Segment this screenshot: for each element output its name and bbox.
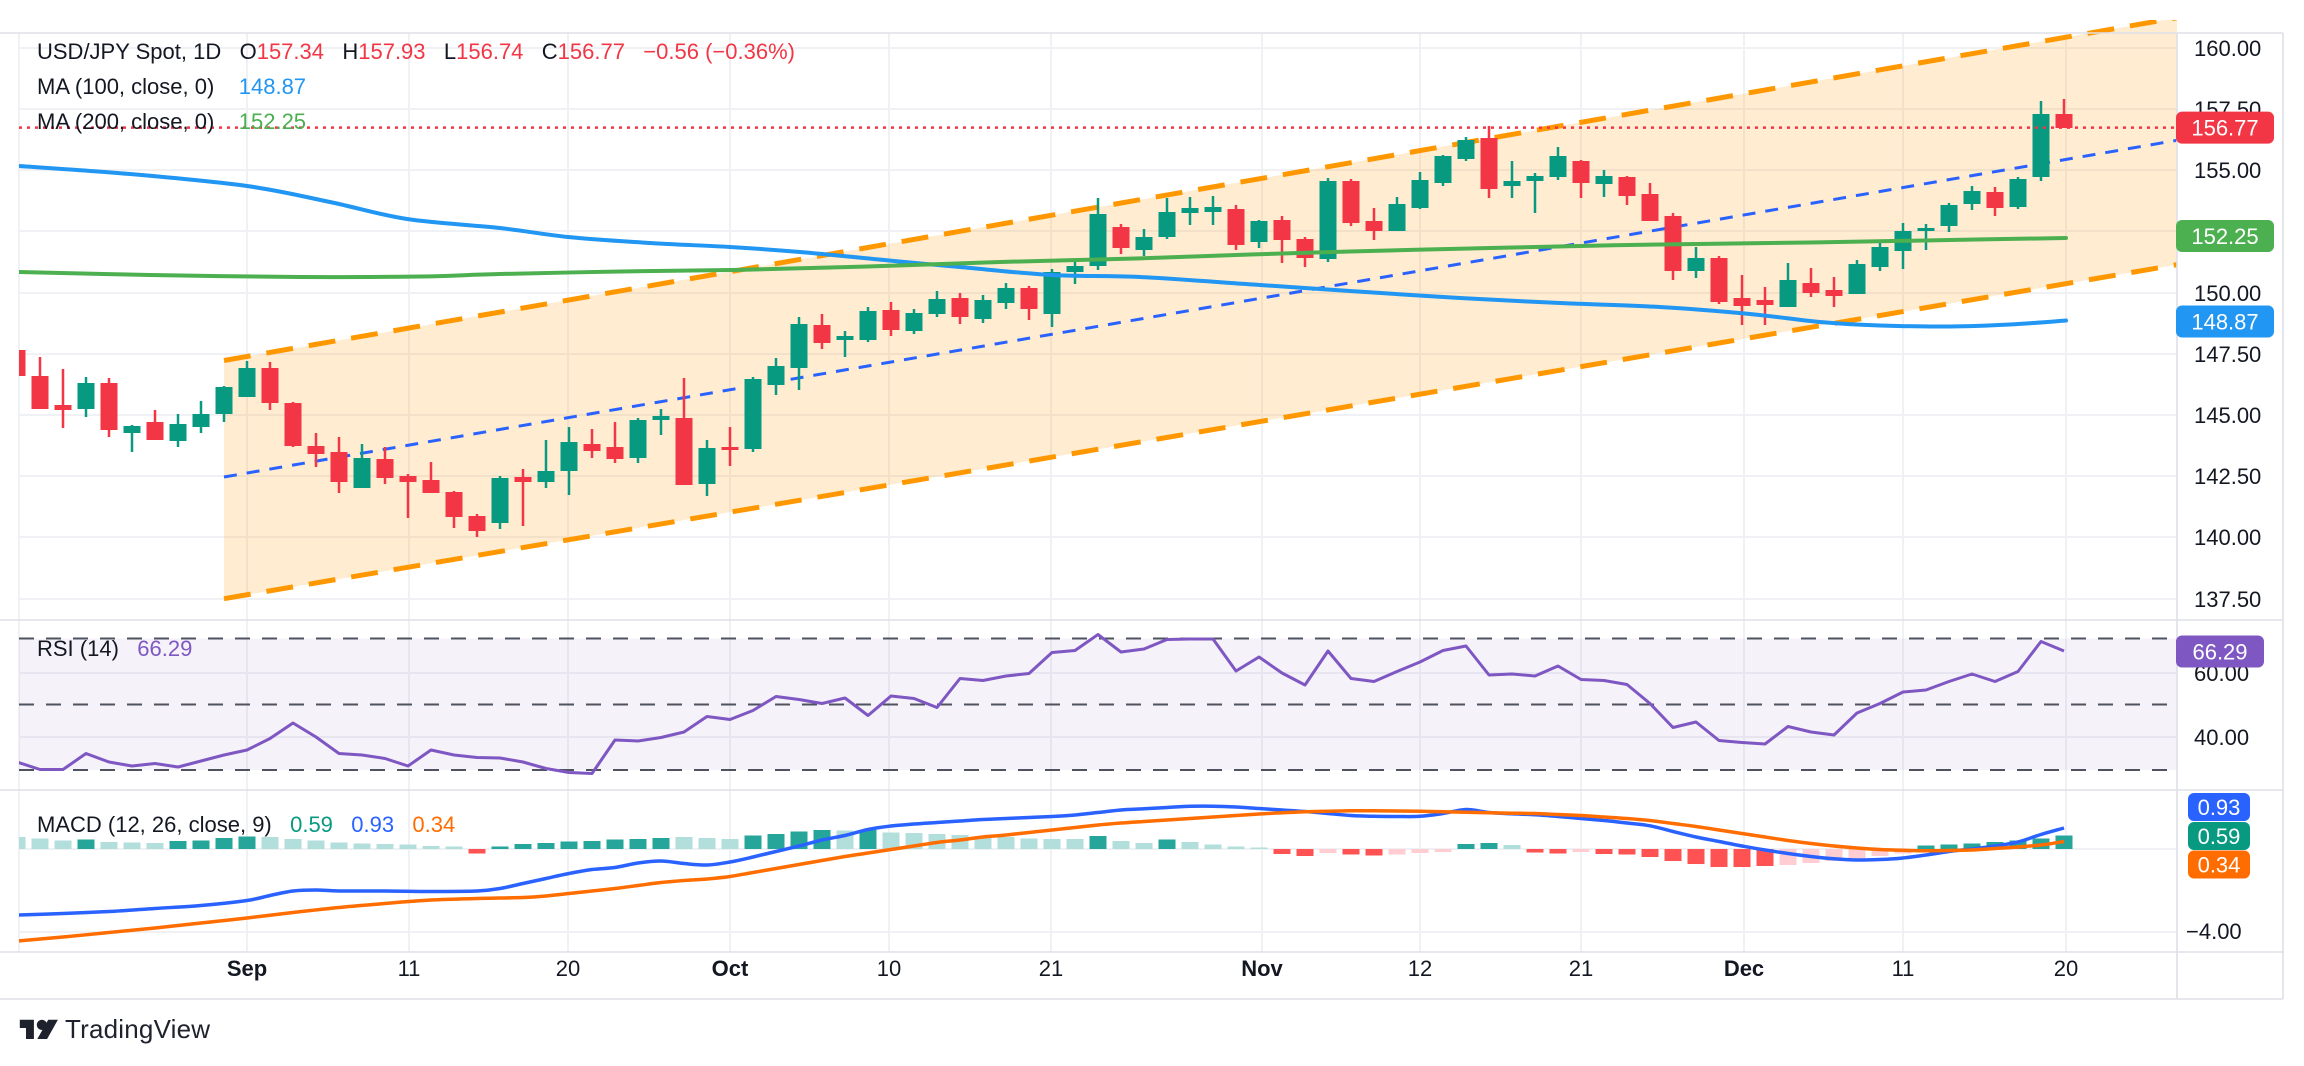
svg-text:137.50: 137.50: [2194, 587, 2261, 612]
svg-text:−4.00: −4.00: [2186, 919, 2242, 944]
svg-text:40.00: 40.00: [2194, 725, 2249, 750]
svg-text:Nov: Nov: [1241, 956, 1283, 981]
svg-text:155.00: 155.00: [2194, 158, 2261, 183]
svg-text:0.93: 0.93: [2198, 795, 2241, 820]
svg-text:20: 20: [556, 956, 580, 981]
svg-text:21: 21: [1569, 956, 1593, 981]
svg-text:147.50: 147.50: [2194, 342, 2261, 367]
svg-text:10: 10: [877, 956, 901, 981]
svg-text:148.87: 148.87: [2191, 309, 2258, 334]
svg-text:145.00: 145.00: [2194, 403, 2261, 428]
svg-text:Oct: Oct: [712, 956, 749, 981]
svg-text:160.00: 160.00: [2194, 36, 2261, 61]
svg-text:MACD (12, 26, close, 9) 0.59: MACD (12, 26, close, 9) 0.59 0.93 0.34: [37, 812, 455, 837]
svg-text:RSI (14) 66.29: RSI (14) 66.29: [37, 636, 192, 661]
svg-text:0.59: 0.59: [2198, 824, 2241, 849]
svg-text:TradingView: TradingView: [65, 1014, 210, 1044]
svg-text:0.34: 0.34: [2198, 852, 2241, 877]
svg-text:142.50: 142.50: [2194, 464, 2261, 489]
svg-text:66.29: 66.29: [2192, 639, 2247, 664]
svg-text:Sep: Sep: [227, 956, 267, 981]
svg-text:Dec: Dec: [1724, 956, 1764, 981]
svg-text:MA (100, close, 0) 148.87: MA (100, close, 0) 148.87: [37, 74, 306, 99]
svg-text:12: 12: [1408, 956, 1432, 981]
svg-text:MA (200, close, 0) 152.25: MA (200, close, 0) 152.25: [37, 109, 306, 134]
svg-text:20: 20: [2054, 956, 2078, 981]
svg-text:150.00: 150.00: [2194, 281, 2261, 306]
svg-text:11: 11: [398, 956, 421, 981]
svg-text:11: 11: [1892, 956, 1915, 981]
svg-text:156.77: 156.77: [2191, 116, 2258, 141]
svg-text:USD/JPY Spot, 1D O157.34 H: USD/JPY Spot, 1D O157.34 H157.93 L156.74…: [37, 39, 795, 64]
svg-text:152.25: 152.25: [2191, 224, 2258, 249]
svg-text:21: 21: [1039, 956, 1063, 981]
svg-text:140.00: 140.00: [2194, 525, 2261, 550]
